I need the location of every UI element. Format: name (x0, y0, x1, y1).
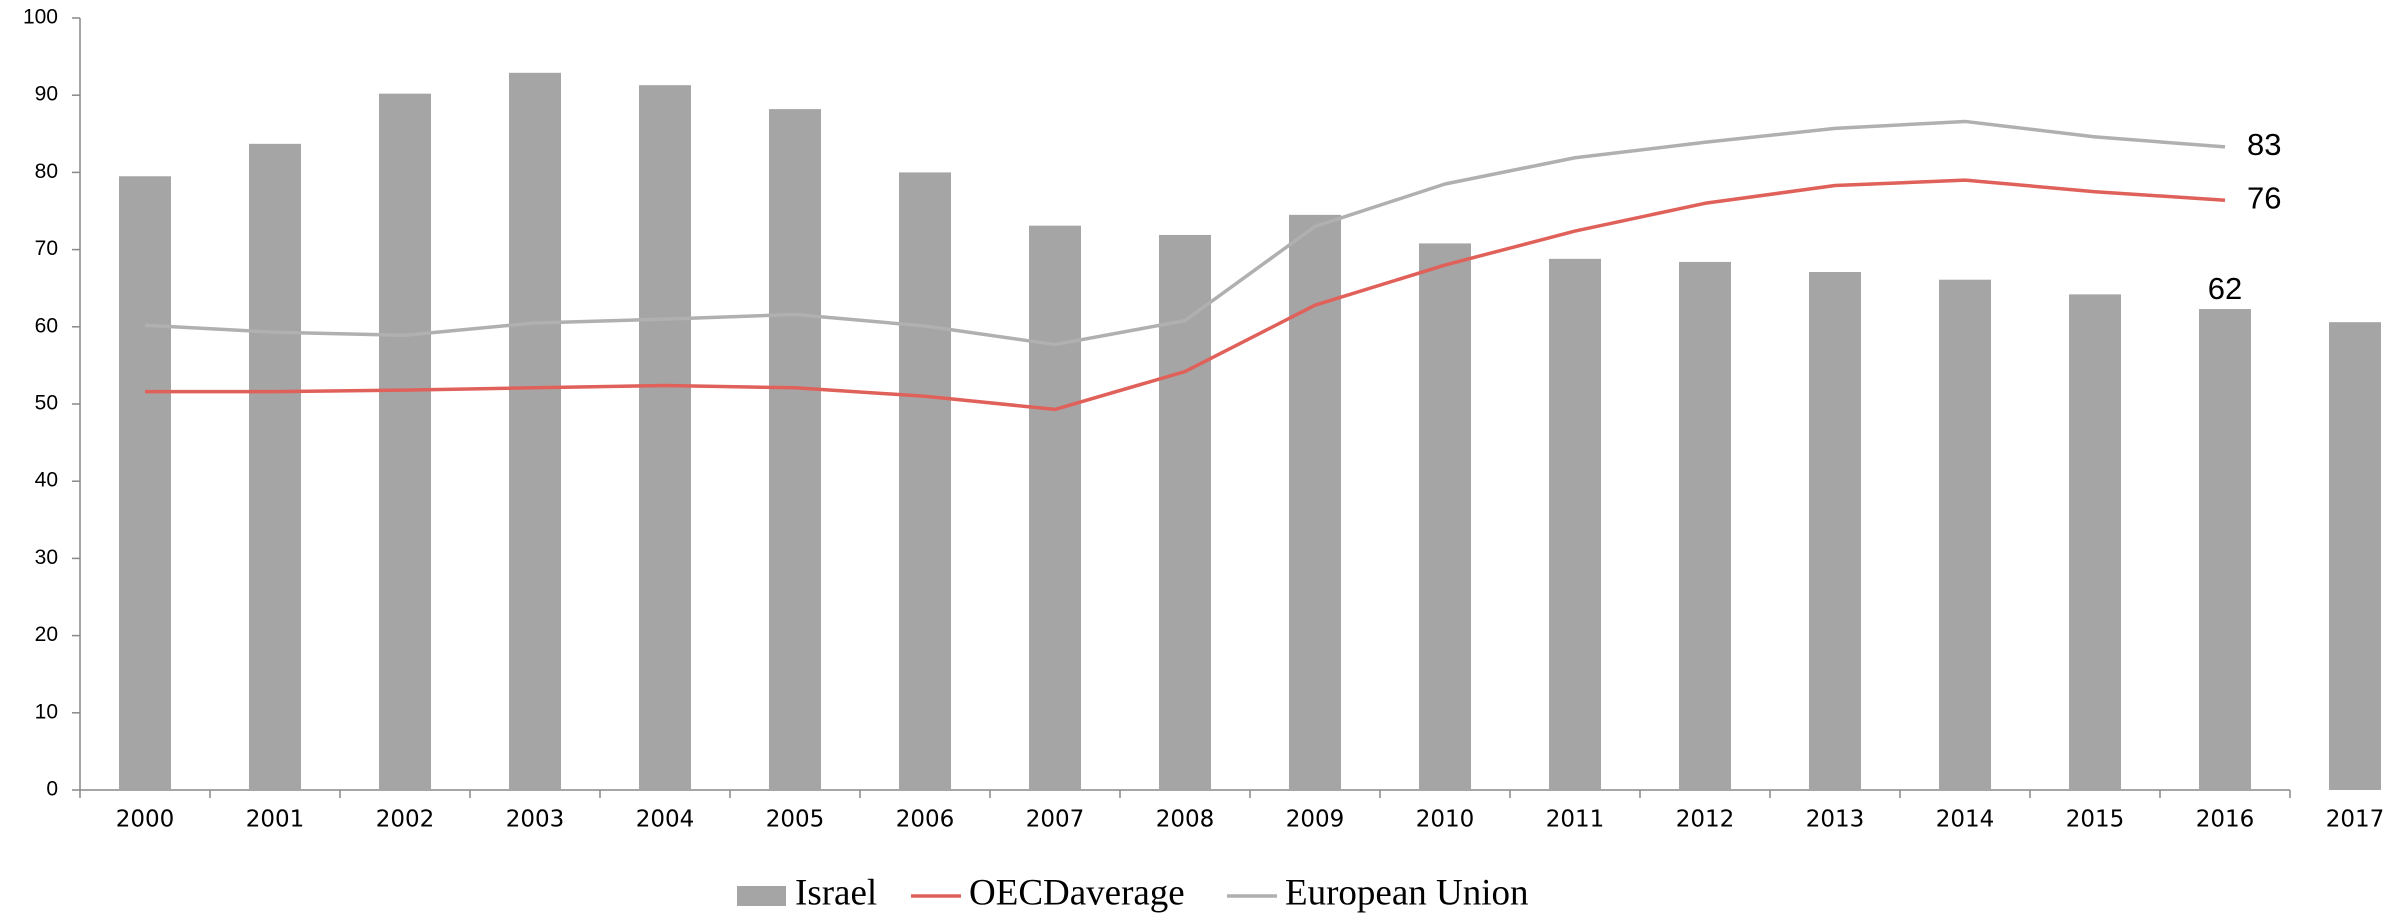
legend-label: Israel (795, 872, 877, 913)
bar (379, 93, 431, 790)
x-tick-label: 2003 (506, 807, 565, 833)
y-tick-label: 20 (35, 623, 58, 646)
y-tick-label: 40 (35, 469, 58, 492)
x-tick-label: 2001 (246, 807, 305, 833)
x-tick-label: 2004 (636, 807, 695, 833)
x-tick-label: 2010 (1416, 807, 1475, 833)
data-label: 62 (2208, 271, 2242, 306)
legend-label: European Union (1285, 872, 1529, 913)
bar (2329, 322, 2381, 790)
y-tick-label: 10 (35, 700, 58, 723)
bar (1809, 271, 1861, 790)
x-tick-label: 2012 (1676, 807, 1735, 833)
bar (1679, 261, 1731, 790)
y-tick-label: 100 (23, 6, 58, 29)
y-tick-label: 70 (35, 237, 58, 260)
bar (509, 72, 561, 790)
legend-label: OECDaverage (969, 872, 1185, 913)
x-tick-label: 2017 (2326, 807, 2385, 833)
x-tick-label: 2000 (116, 807, 175, 833)
bar (2199, 309, 2251, 790)
y-tick-label: 80 (35, 160, 58, 183)
x-tick-label: 2009 (1286, 807, 1345, 833)
bar (1549, 258, 1601, 790)
x-tick-label: 2015 (2066, 807, 2125, 833)
x-tick-label: 2013 (1806, 807, 1865, 833)
bar (1419, 243, 1471, 790)
legend-swatch (737, 886, 786, 906)
bar (899, 172, 951, 790)
bar (2069, 294, 2121, 790)
bar (1029, 225, 1081, 791)
y-tick-label: 90 (35, 83, 58, 106)
x-tick-label: 2005 (766, 807, 825, 833)
x-tick-label: 2014 (1936, 807, 1995, 833)
x-tick-label: 2008 (1156, 807, 1215, 833)
x-tick-label: 2016 (2196, 807, 2255, 833)
y-tick-label: 0 (46, 778, 58, 801)
bar (1289, 214, 1341, 791)
bar (249, 143, 301, 790)
y-tick-label: 30 (35, 546, 58, 569)
bar (769, 109, 821, 790)
bar (1159, 234, 1211, 790)
bar (1939, 279, 1991, 790)
bar (119, 176, 171, 790)
x-tick-label: 2002 (376, 807, 435, 833)
line (144, 119, 2226, 347)
line (145, 178, 2226, 412)
bar (639, 85, 691, 790)
x-tick-label: 2007 (1026, 807, 1085, 833)
y-tick-label: 50 (35, 392, 58, 415)
x-tick-label: 2006 (896, 807, 955, 833)
y-tick-label: 60 (35, 314, 58, 337)
data-label: 76 (2247, 180, 2281, 215)
data-label: 83 (2247, 127, 2281, 162)
x-tick-label: 2011 (1546, 807, 1605, 833)
